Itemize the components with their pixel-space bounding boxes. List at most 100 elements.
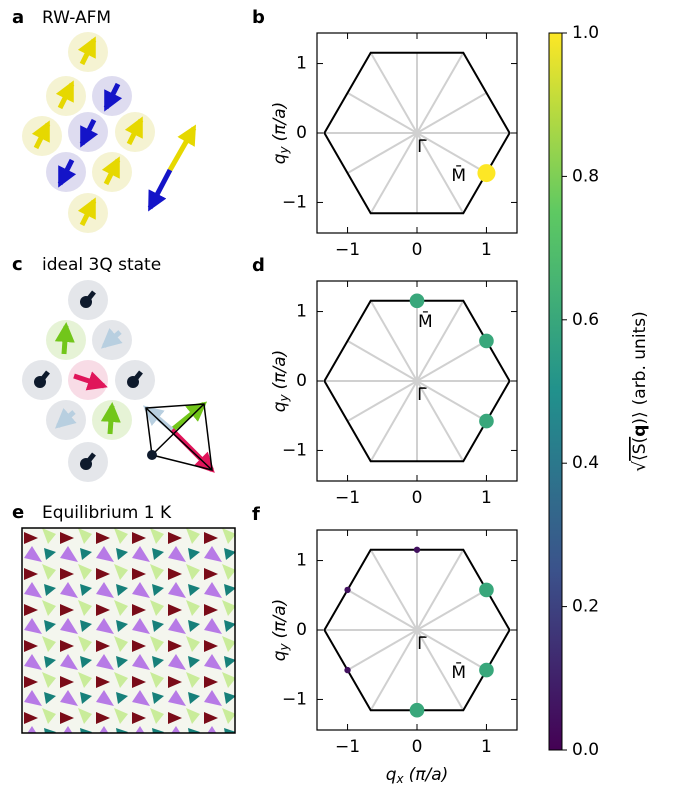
colorbar-label-part: ⟨S( [630, 437, 650, 461]
colorbar-tick-label: 0.4 [572, 453, 599, 473]
spoke [369, 549, 418, 631]
spoke [347, 340, 418, 382]
spoke [347, 589, 418, 631]
annotation: Γ̄ [417, 385, 427, 405]
label-sub: y [277, 145, 291, 154]
y-tick-label: −1 [282, 440, 307, 460]
panel-label: c [12, 254, 23, 275]
label-unit: (π/a) [270, 350, 290, 390]
y-tick-label: −1 [282, 689, 307, 709]
illustrations [21, 32, 236, 734]
y-tick-label: 0 [296, 371, 307, 391]
colorbar-label: √⟨S(q)⟩ (arb. units) [630, 311, 650, 471]
spin-snapshot [21, 527, 236, 734]
point [413, 546, 421, 553]
y-tick-label: 1 [296, 54, 307, 74]
colorbar-tick-label: 1.0 [572, 23, 599, 43]
brillouin-zone [323, 51, 511, 215]
point [344, 586, 351, 594]
y-tick-label: 0 [296, 620, 307, 640]
point [409, 702, 425, 718]
colorbar-tick-label: 0.0 [572, 740, 599, 760]
panel: b −1 0 1 −1 0 1 qy (π/a) Γ̄ M̄ [252, 7, 518, 260]
colorbar [548, 32, 563, 751]
spoke [416, 92, 487, 134]
panel-label: f [252, 504, 260, 525]
point [409, 293, 425, 309]
panel-label: a [12, 7, 24, 28]
spoke [416, 340, 487, 382]
label-symbol: q [270, 650, 290, 661]
y-tick-label: 1 [296, 551, 307, 571]
x-tick-label: 1 [481, 488, 492, 508]
point [344, 666, 351, 674]
x-tick-label: 1 [481, 240, 492, 260]
spoke [416, 549, 465, 631]
label-symbol: q [270, 153, 290, 164]
x-tick-label: −1 [335, 488, 360, 508]
brillouin-zone [323, 548, 511, 712]
point [479, 413, 494, 429]
annotation: M̄ [451, 661, 466, 683]
spoke [416, 300, 465, 382]
panel-title: Equilibrium 1 K [42, 503, 172, 523]
annotation: M̄ [418, 310, 433, 332]
y-axis-label: qy (π/a) [270, 599, 291, 662]
panel-label: b [252, 7, 265, 28]
spoke [416, 52, 465, 134]
label-unit: (π/a) [270, 102, 290, 142]
spoke [416, 380, 487, 422]
spoke [347, 629, 418, 671]
spoke [416, 629, 465, 711]
label-sub: x [396, 772, 405, 786]
label-unit: (π/a) [270, 599, 290, 639]
x-axis-label: qx (π/a) [386, 765, 449, 786]
colorbar-label-part: )⟩ [630, 411, 650, 424]
panel-label: d [252, 255, 265, 276]
3q-sketch [22, 280, 215, 482]
label-unit: (π/a) [409, 765, 449, 785]
y-axis-label: qy (π/a) [270, 350, 291, 413]
rw-afm-sketch [22, 32, 197, 233]
y-tick-label: 1 [296, 302, 307, 322]
spoke [416, 380, 465, 462]
spoke [369, 52, 418, 134]
panel: d −1 0 1 −1 0 1 qy (π/a) Γ̄ M̄ [252, 255, 518, 508]
point [477, 164, 496, 183]
point [479, 333, 494, 349]
colorbar-tick-label: 0.6 [572, 310, 599, 330]
x-tick-label: 1 [481, 737, 492, 757]
annotation: M̄ [451, 164, 466, 186]
spoke [347, 132, 418, 174]
label-sub: y [277, 393, 291, 402]
x-tick-label: 0 [412, 240, 423, 260]
spoke [416, 629, 487, 671]
spoke [416, 132, 487, 174]
point [479, 582, 494, 598]
y-tick-label: −1 [282, 192, 307, 212]
panel-label: e [12, 502, 24, 523]
colorbar-tick-label: 0.8 [572, 166, 599, 186]
colorbar-label-part: q [630, 425, 650, 437]
label-symbol: q [270, 401, 290, 412]
x-tick-label: −1 [335, 737, 360, 757]
label-symbol: q [386, 765, 397, 785]
spoke [416, 589, 487, 631]
spoke [369, 380, 418, 462]
spoke [347, 380, 418, 422]
spoke [347, 92, 418, 134]
x-tick-label: 0 [412, 737, 423, 757]
x-tick-label: 0 [412, 488, 423, 508]
panel-title: RW-AFM [42, 8, 111, 28]
point [479, 662, 494, 678]
colorbar-label-part: √ [630, 461, 650, 472]
colorbar-label-part: (arb. units) [630, 311, 650, 405]
spoke [369, 629, 418, 711]
y-axis-label: qy (π/a) [270, 102, 291, 165]
annotation: Γ̄ [417, 634, 427, 654]
annotation: Γ̄ [417, 137, 427, 157]
x-tick-label: −1 [335, 240, 360, 260]
brillouin-zone [323, 299, 511, 463]
